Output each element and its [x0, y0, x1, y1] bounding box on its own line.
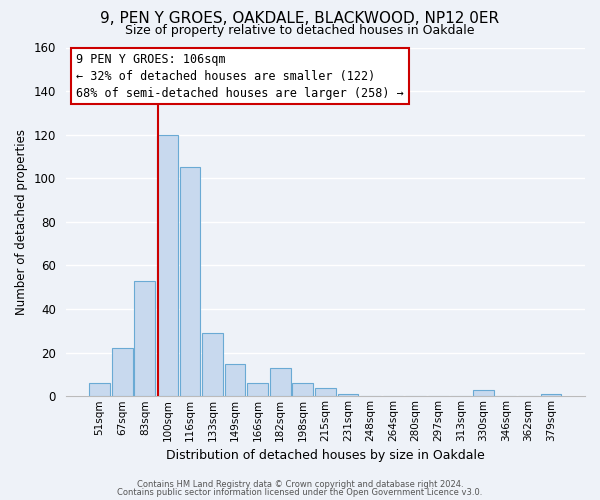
Bar [202, 333, 223, 396]
Bar [315, 388, 336, 396]
Bar [179, 168, 200, 396]
Bar [134, 280, 155, 396]
Text: 9, PEN Y GROES, OAKDALE, BLACKWOOD, NP12 0ER: 9, PEN Y GROES, OAKDALE, BLACKWOOD, NP12… [100, 11, 500, 26]
X-axis label: Distribution of detached houses by size in Oakdale: Distribution of detached houses by size … [166, 450, 485, 462]
Text: Size of property relative to detached houses in Oakdale: Size of property relative to detached ho… [125, 24, 475, 37]
Bar [89, 383, 110, 396]
Text: 9 PEN Y GROES: 106sqm
← 32% of detached houses are smaller (122)
68% of semi-det: 9 PEN Y GROES: 106sqm ← 32% of detached … [76, 52, 404, 100]
Bar [224, 364, 245, 396]
Bar [541, 394, 562, 396]
Bar [292, 383, 313, 396]
Bar [338, 394, 358, 396]
Text: Contains public sector information licensed under the Open Government Licence v3: Contains public sector information licen… [118, 488, 482, 497]
Bar [247, 383, 268, 396]
Bar [270, 368, 290, 396]
Bar [112, 348, 133, 397]
Y-axis label: Number of detached properties: Number of detached properties [15, 129, 28, 315]
Bar [157, 134, 178, 396]
Text: Contains HM Land Registry data © Crown copyright and database right 2024.: Contains HM Land Registry data © Crown c… [137, 480, 463, 489]
Bar [473, 390, 494, 396]
